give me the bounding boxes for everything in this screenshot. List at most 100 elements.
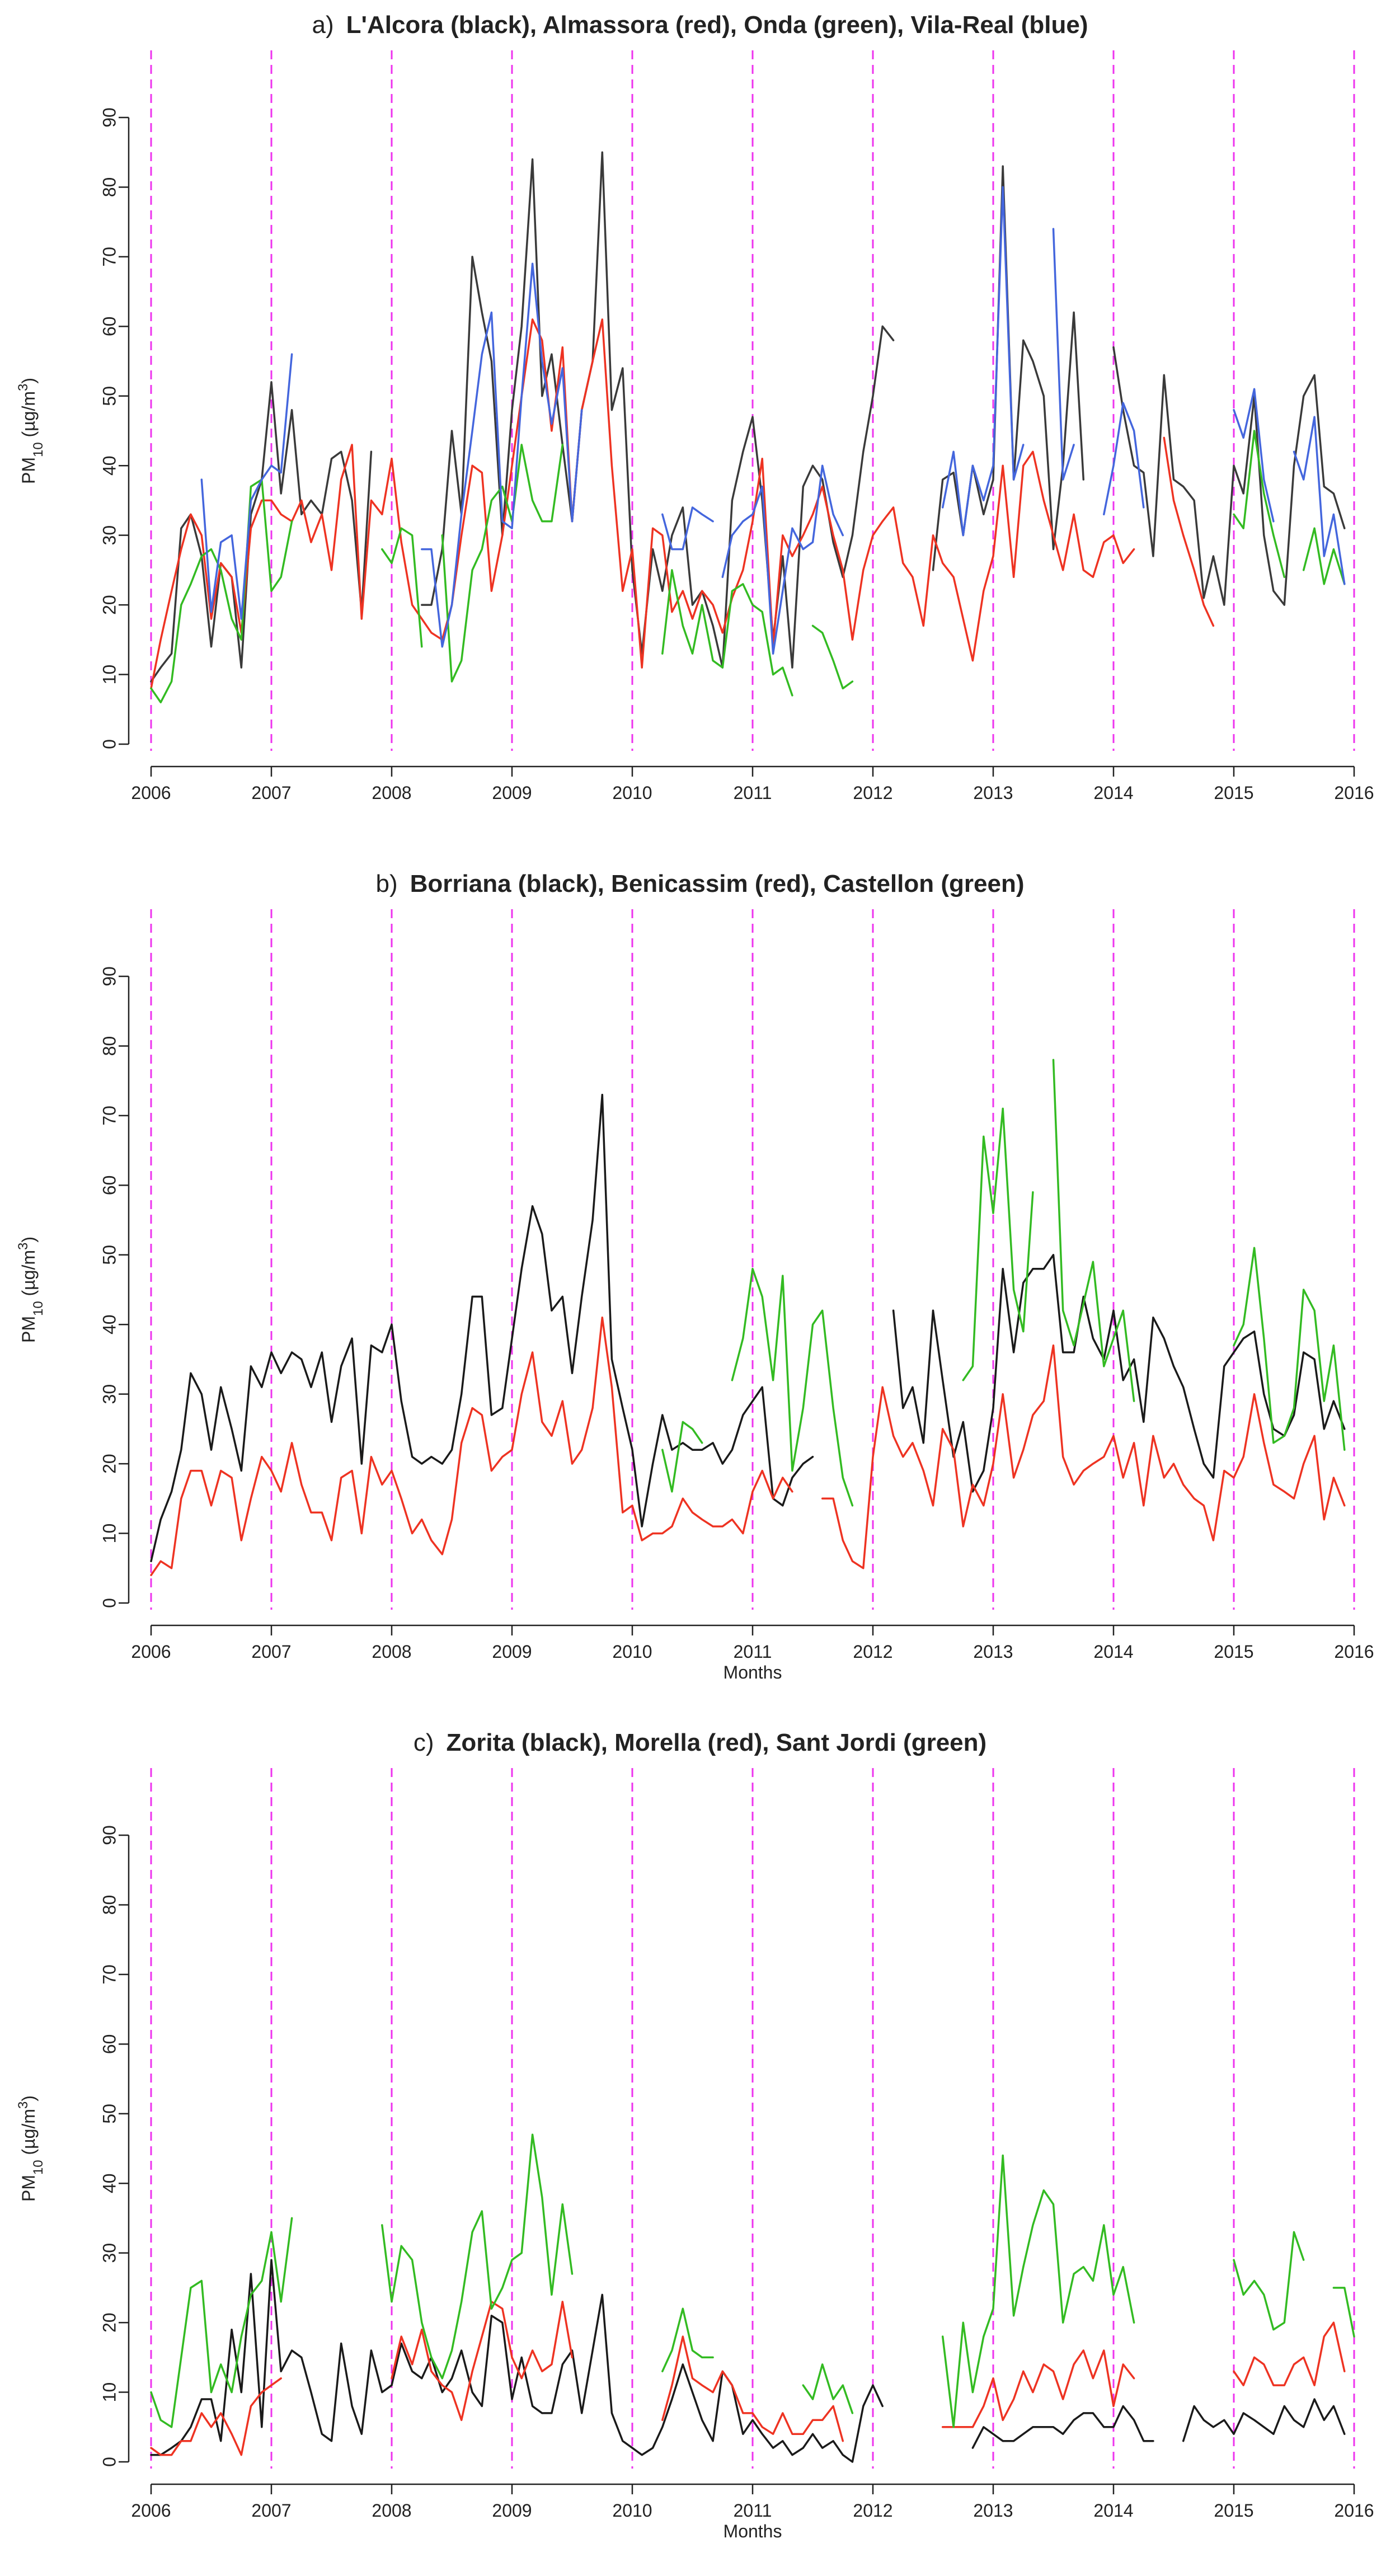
x-tick-label-2014: 2014 (1093, 1642, 1133, 1662)
y-tick-label-40: 40 (99, 2173, 119, 2193)
series-vila-real-segment-6 (1103, 402, 1145, 516)
y-tick-label-30: 30 (99, 525, 119, 546)
x-tick-label-2009: 2009 (492, 783, 532, 803)
series-onda-segment-6 (1302, 527, 1346, 585)
series-onda-segment-5 (1233, 430, 1286, 579)
x-tick-label-2009: 2009 (492, 1642, 532, 1662)
y-tick-label-0: 0 (99, 2457, 119, 2467)
series-zorita-segment-1 (971, 2405, 1154, 2449)
series-sant-jordi-segment-1 (381, 2133, 574, 2380)
y-axis-label: PM10 (µg/m3) (16, 2095, 46, 2202)
series-onda-segment-4 (811, 624, 854, 690)
series-sant-jordi-segment-6 (1332, 2287, 1355, 2338)
series-vila-real-segment-2 (661, 506, 714, 551)
panel-a-title: a) L'Alcora (black), Almassora (red), Ond… (0, 11, 1400, 39)
panel-a-title-text: L'Alcora (black), Almassora (red), Onda … (346, 11, 1088, 39)
x-axis-label: Months (724, 1662, 782, 1682)
series-vila-real-segment-0 (200, 353, 293, 620)
chart-c-svg: 0 10 20 30 40 50 60 70 80 90 PM10 (µg/m3) 2006 2007 2… (16, 1768, 1374, 2541)
panel-c-letter: c) (413, 1729, 434, 1756)
y-tick-label-80: 80 (99, 1036, 119, 1056)
series-morella-segment-0 (150, 2377, 282, 2456)
panel-c-title: c) Zorita (black), Morella (red), Sant Jo… (0, 1729, 1400, 1757)
y-tick-label-20: 20 (99, 2312, 119, 2333)
series-morella-segment-2 (661, 2335, 844, 2442)
x-tick-label-2006: 2006 (131, 1642, 171, 1662)
x-tick-label-2008: 2008 (372, 783, 411, 803)
y-tick-label-40: 40 (99, 455, 119, 476)
panel-b: b) Borriana (black), Benicassim (red), Ca… (0, 859, 1400, 1718)
panel-b-letter: b) (375, 870, 398, 897)
x-tick-label-2010: 2010 (612, 783, 652, 803)
series-onda-segment-2 (441, 444, 564, 683)
series-morella-segment-4 (1233, 2321, 1346, 2386)
x-tick-label-2007: 2007 (251, 1642, 291, 1662)
y-tick-label-10: 10 (99, 1524, 119, 1544)
x-tick-label-2014: 2014 (1093, 2500, 1133, 2521)
y-tick-label-80: 80 (99, 1895, 119, 1915)
series-castellon-segment-4 (1233, 1247, 1346, 1451)
series-zorita-segment-0 (150, 2259, 884, 2463)
series-sant-jordi-segment-3 (802, 2363, 854, 2414)
x-tick-label-2016: 2016 (1334, 783, 1374, 803)
series-morella-segment-3 (941, 2349, 1135, 2428)
series-sant-jordi-segment-4 (941, 2154, 1135, 2428)
y-tick-label-60: 60 (99, 317, 119, 337)
y-tick-label-90: 90 (99, 966, 119, 986)
series-borriana-segment-0 (150, 1093, 814, 1563)
y-tick-label-70: 70 (99, 1964, 119, 1985)
y-tick-label-50: 50 (99, 1245, 119, 1265)
x-tick-label-2009: 2009 (492, 2500, 532, 2521)
x-tick-label-2012: 2012 (853, 2500, 892, 2521)
x-tick-label-2006: 2006 (131, 783, 171, 803)
y-tick-label-10: 10 (99, 665, 119, 685)
x-tick-label-2013: 2013 (973, 2500, 1013, 2521)
y-tick-label-30: 30 (99, 2243, 119, 2263)
x-tick-label-2015: 2015 (1214, 783, 1253, 803)
series-sant-jordi-segment-0 (150, 2217, 293, 2428)
x-tick-label-2010: 2010 (612, 2500, 652, 2521)
x-tick-label-2008: 2008 (372, 1642, 411, 1662)
x-tick-label-2007: 2007 (251, 2500, 291, 2521)
y-tick-label-20: 20 (99, 1454, 119, 1474)
x-tick-label-2010: 2010 (612, 1642, 652, 1662)
x-tick-label-2013: 2013 (973, 1642, 1013, 1662)
series-benicassim-segment-1 (821, 1344, 1346, 1569)
x-tick-label-2015: 2015 (1214, 2500, 1253, 2521)
y-axis-label: PM10 (µg/m3) (16, 378, 46, 484)
x-tick-label-2011: 2011 (734, 2500, 772, 2521)
y-tick-label-50: 50 (99, 2104, 119, 2124)
series-almassora-segment-1 (1163, 436, 1215, 627)
x-tick-label-2012: 2012 (853, 783, 892, 803)
panel-c-title-text: Zorita (black), Morella (red), Sant Jord… (446, 1729, 987, 1756)
series-zorita-segment-2 (1182, 2398, 1346, 2442)
x-tick-label-2015: 2015 (1214, 1642, 1253, 1662)
series-sant-jordi-segment-5 (1233, 2231, 1305, 2331)
series-l-alcora-segment-1 (421, 151, 895, 669)
x-tick-label-2011: 2011 (734, 1642, 772, 1662)
series-castellon-segment-1 (731, 1267, 854, 1507)
series-benicassim-segment-0 (150, 1317, 793, 1576)
y-tick-label-50: 50 (99, 386, 119, 406)
series-vila-real-segment-8 (1293, 416, 1346, 585)
y-tick-label-0: 0 (99, 739, 119, 749)
series-castellon-segment-3 (1052, 1059, 1135, 1402)
y-tick-label-60: 60 (99, 1176, 119, 1196)
series-onda-segment-1 (381, 527, 423, 648)
x-tick-label-2011: 2011 (734, 783, 772, 803)
series-vila-real-segment-1 (421, 262, 583, 648)
series-l-alcora-segment-0 (150, 381, 373, 683)
x-tick-label-2016: 2016 (1334, 1642, 1374, 1662)
series-vila-real-segment-5 (1052, 228, 1075, 481)
series-sant-jordi-segment-2 (661, 2307, 714, 2372)
x-axis-label: Months (724, 2521, 782, 2541)
y-tick-label-20: 20 (99, 595, 119, 615)
y-tick-label-40: 40 (99, 1314, 119, 1334)
y-tick-label-90: 90 (99, 107, 119, 128)
x-tick-label-2007: 2007 (251, 783, 291, 803)
series-vila-real-segment-4 (941, 186, 1025, 537)
y-tick-label-90: 90 (99, 1825, 119, 1845)
series-borriana-segment-1 (892, 1254, 1346, 1493)
panel-a-letter: a) (312, 11, 334, 39)
y-tick-label-60: 60 (99, 2034, 119, 2055)
